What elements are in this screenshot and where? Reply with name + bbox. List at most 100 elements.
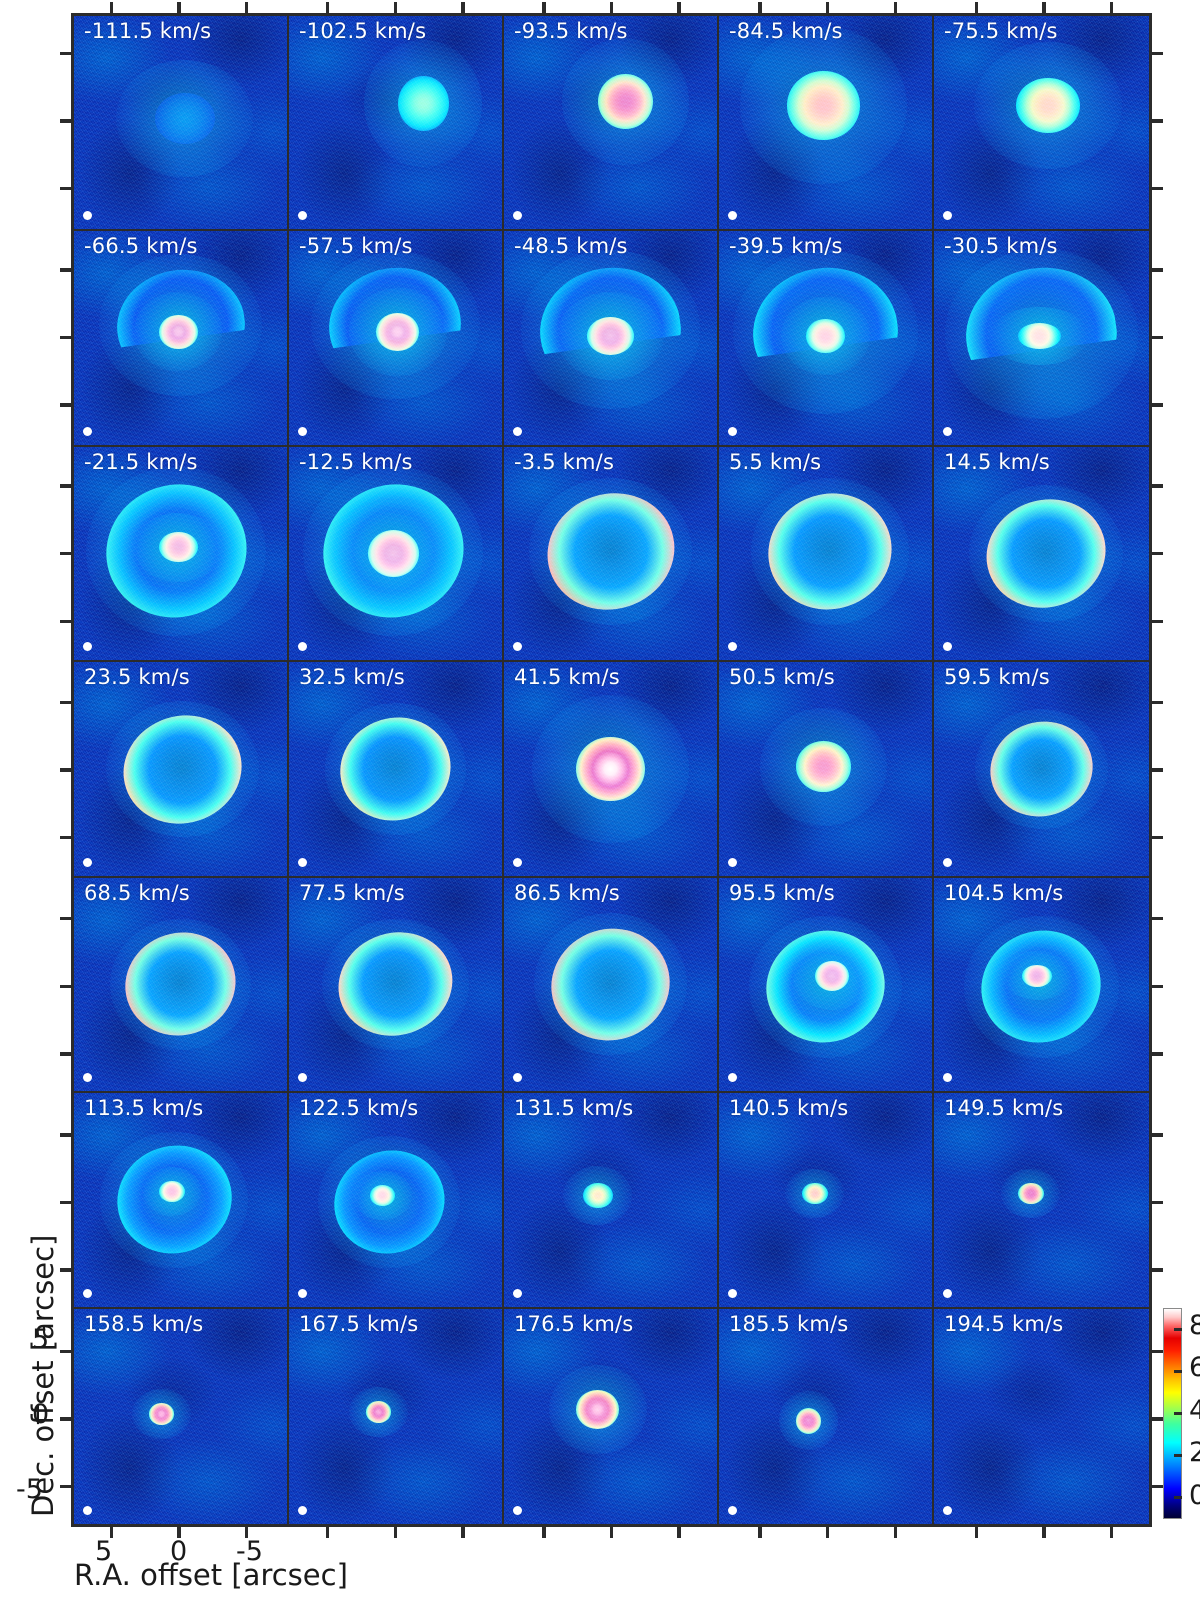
channel-velocity-label: 41.5 km/s: [514, 665, 620, 690]
y-axis-tick-right: [1152, 403, 1163, 407]
sky-background: [74, 1308, 287, 1524]
x-axis-tick: [677, 1527, 681, 1538]
y-axis-tick-right: [1152, 1133, 1163, 1137]
synthesized-beam-marker: [83, 211, 92, 221]
y-axis-tick: [60, 835, 71, 840]
x-tick-label-0: 0: [170, 1536, 188, 1567]
x-tick-label-m5: -5: [236, 1536, 263, 1567]
channel-panel: 185.5 km/s: [719, 1308, 934, 1524]
channel-panel: 122.5 km/s: [289, 1093, 504, 1309]
x-axis-tick: [393, 1527, 398, 1538]
y-axis-tick-right: [1152, 268, 1163, 272]
y-axis-tick-right: [1152, 700, 1163, 705]
channel-velocity-label: -111.5 km/s: [84, 19, 212, 43]
y-axis-tick: [60, 1349, 71, 1354]
channel-velocity-label: 194.5 km/s: [944, 1311, 1064, 1336]
channel-panel: 68.5 km/s: [74, 877, 289, 1094]
channel-panel: 50.5 km/s: [719, 662, 934, 878]
y-axis-tick-right: [1152, 551, 1163, 556]
y-axis-tick: [60, 403, 71, 407]
y-axis-tick-right: [1152, 1484, 1163, 1489]
channel-velocity-label: 131.5 km/s: [514, 1096, 634, 1121]
channel-velocity-label: -3.5 km/s: [514, 449, 615, 474]
y-axis-tick-right: [1152, 916, 1163, 921]
channel-velocity-label: 14.5 km/s: [944, 449, 1050, 474]
sky-background: [719, 1093, 932, 1307]
y-axis-title: Dec. offset [arcsec]: [26, 1234, 60, 1517]
sky-background: [74, 16, 287, 230]
sky-background: [504, 16, 717, 230]
x-axis-tick-top: [109, 2, 114, 13]
channel-panel: 32.5 km/s: [289, 662, 504, 878]
x-axis-tick: [974, 1527, 979, 1538]
x-axis-title: R.A. offset [arcsec]: [74, 1558, 348, 1592]
channel-panel: 77.5 km/s: [289, 877, 504, 1094]
channel-panel: 104.5 km/s: [934, 877, 1149, 1094]
x-axis-tick-top: [825, 2, 830, 13]
synthesized-beam-marker: [83, 642, 92, 652]
colorbar-tick: [1174, 1369, 1182, 1373]
x-axis-tick-top: [393, 2, 398, 13]
channel-panel: 41.5 km/s: [504, 662, 719, 878]
sky-background: [74, 231, 287, 445]
y-axis-tick: [60, 768, 71, 772]
synthesized-beam-marker: [298, 1506, 307, 1515]
y-axis-tick-right: [1152, 119, 1163, 123]
sky-background: [719, 446, 932, 661]
channel-velocity-label: 149.5 km/s: [944, 1096, 1064, 1121]
sky-background: [289, 16, 502, 230]
y-axis-tick: [60, 119, 71, 123]
y-axis-tick-right: [1152, 1200, 1163, 1205]
y-axis-tick: [60, 551, 71, 556]
y-axis-tick: [60, 1268, 71, 1272]
channel-panel: -39.5 km/s: [719, 231, 934, 447]
x-axis-tick-top: [1109, 2, 1114, 13]
x-axis-tick: [325, 1527, 330, 1538]
x-axis-tick: [1109, 1527, 1114, 1538]
y-axis-tick: [60, 619, 71, 624]
channel-panel: 95.5 km/s: [719, 877, 934, 1094]
channel-velocity-label: 59.5 km/s: [944, 665, 1050, 690]
channel-panel: -93.5 km/s: [504, 16, 719, 232]
y-axis-tick: [60, 1133, 71, 1137]
y-axis-tick: [60, 186, 71, 191]
y-axis-tick-right: [1152, 335, 1163, 340]
channel-velocity-label: -21.5 km/s: [84, 449, 198, 474]
y-axis-tick: [60, 268, 71, 272]
channel-velocity-label: 140.5 km/s: [729, 1096, 849, 1121]
synthesized-beam-marker: [83, 1506, 92, 1515]
channel-panel: 149.5 km/s: [934, 1093, 1149, 1309]
sky-background: [289, 877, 502, 1092]
colorbar-label-2: 2: [1189, 1437, 1200, 1468]
colorbar-tick: [1174, 1496, 1182, 1500]
x-axis-tick: [177, 1527, 181, 1538]
y-axis-tick-right: [1152, 1268, 1163, 1272]
x-axis-tick: [609, 1527, 614, 1538]
channel-velocity-label: 176.5 km/s: [514, 1311, 634, 1336]
channel-panel: -111.5 km/s: [74, 16, 289, 232]
synthesized-beam-marker: [943, 426, 952, 436]
channel-velocity-label: 158.5 km/s: [84, 1311, 204, 1336]
sky-background: [289, 662, 502, 876]
x-axis-tick-top: [609, 2, 614, 13]
y-axis-tick: [60, 1200, 71, 1205]
y-axis-tick-right: [1152, 1349, 1163, 1354]
synthesized-beam-marker: [83, 1288, 92, 1298]
synthesized-beam-marker: [513, 642, 522, 652]
sky-background: [74, 446, 287, 661]
y-axis-tick-right: [1152, 1052, 1163, 1056]
channel-panel: 86.5 km/s: [504, 877, 719, 1094]
sky-background: [74, 662, 287, 876]
channel-velocity-label: 32.5 km/s: [299, 665, 405, 690]
colorbar-label-8: 8: [1189, 1310, 1200, 1341]
y-tick-label-m5: -5: [16, 1474, 43, 1505]
channel-panel: 14.5 km/s: [934, 446, 1149, 663]
channel-panel: -12.5 km/s: [289, 446, 504, 663]
colorbar-tick: [1174, 1412, 1182, 1415]
channel-velocity-label: 122.5 km/s: [299, 1096, 419, 1121]
colorbar-gradient: [1164, 1309, 1181, 1518]
panel-grid-frame: -111.5 km/s -102.5 km/s -93.5 km/s -84.5 km…: [71, 13, 1152, 1527]
x-axis-tick: [109, 1527, 114, 1538]
colorbar-label-6: 6: [1189, 1352, 1200, 1383]
